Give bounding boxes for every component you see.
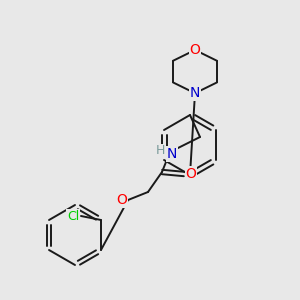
Text: H: H xyxy=(155,145,165,158)
Text: O: O xyxy=(117,193,128,207)
Text: O: O xyxy=(186,167,196,181)
Text: N: N xyxy=(190,86,200,100)
Text: N: N xyxy=(167,147,177,161)
Text: O: O xyxy=(190,43,200,57)
Text: Cl: Cl xyxy=(67,209,79,223)
